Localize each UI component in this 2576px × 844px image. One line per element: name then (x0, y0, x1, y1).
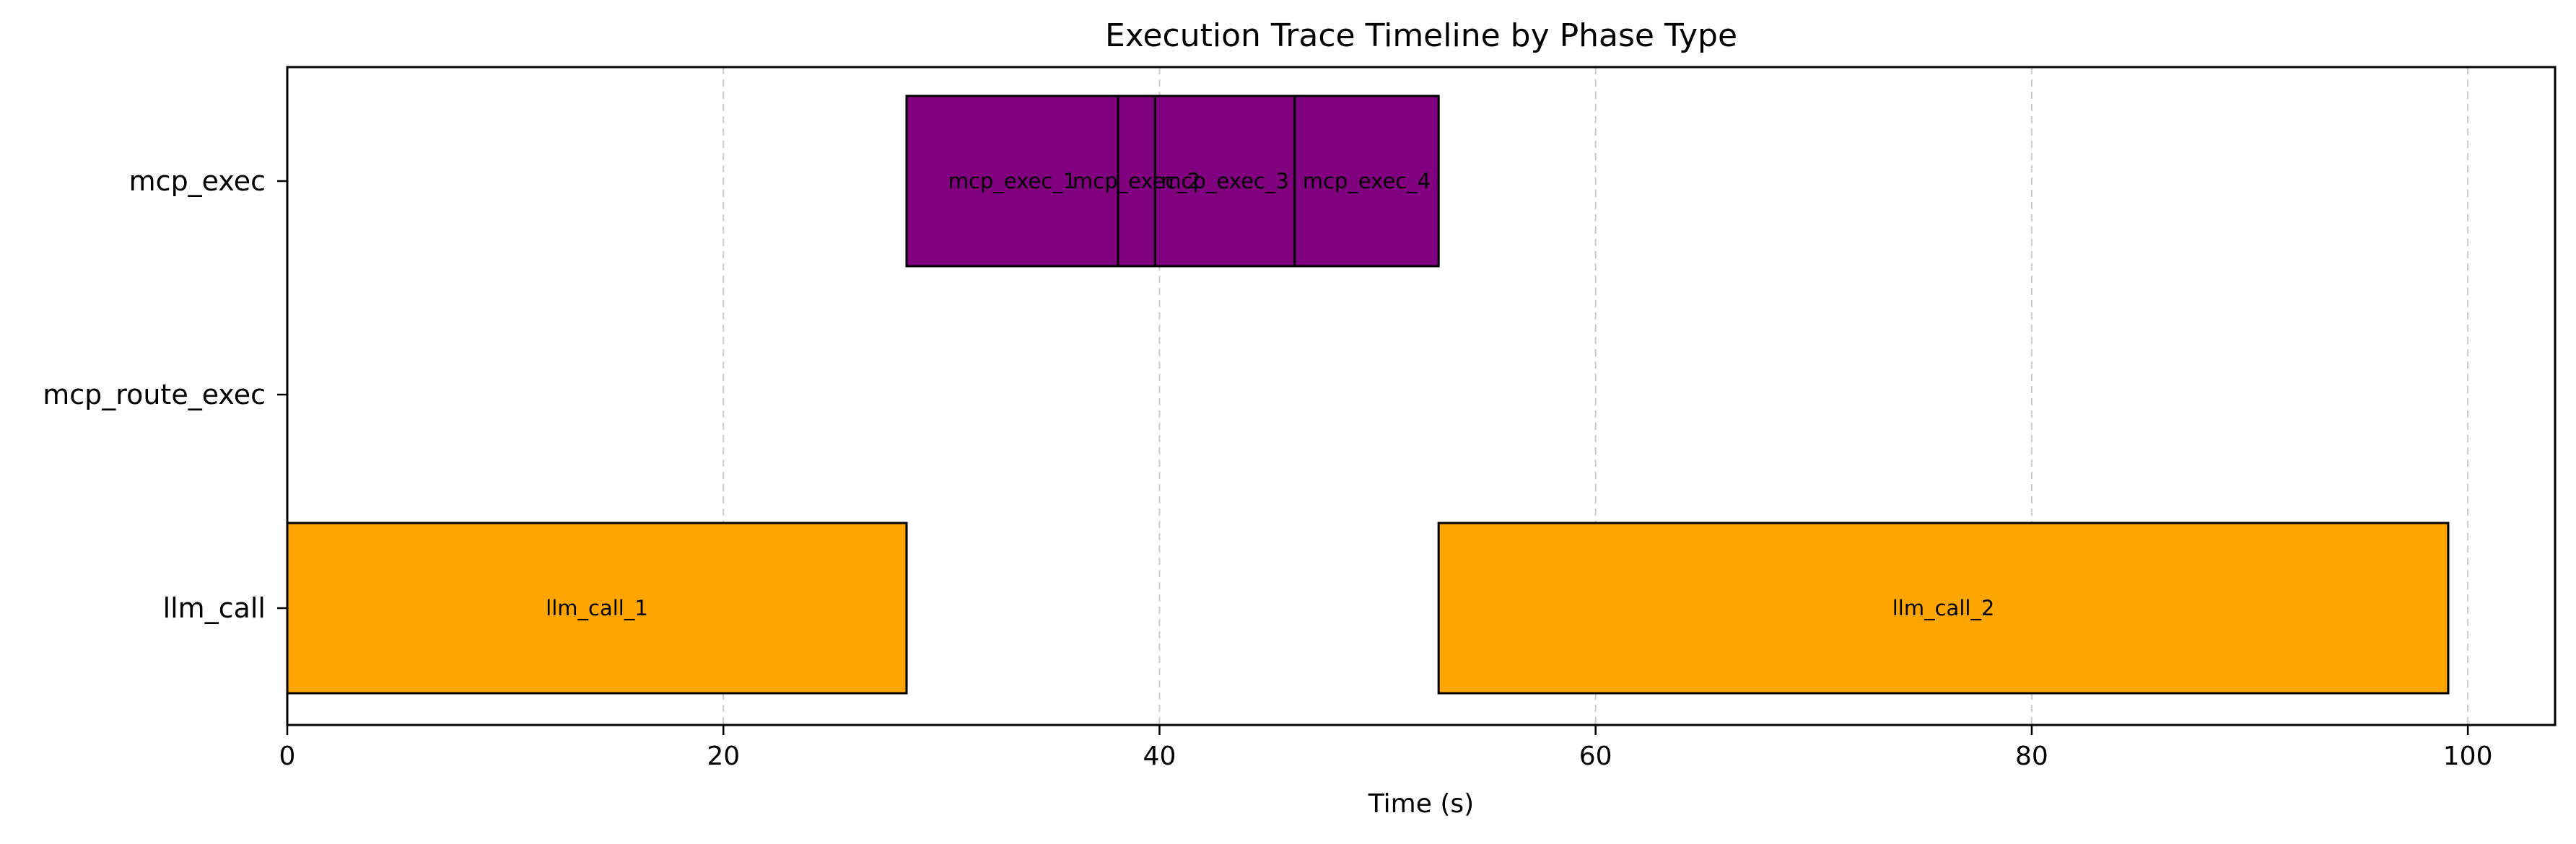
bar-layer: llm_call_1 mcp_exec_1mcp_exec_2mcp_exec_3… (286, 94, 2450, 695)
x-tick-label: 60 (1579, 742, 1612, 771)
task-bar-label: mcp_exec_3 (1161, 169, 1288, 193)
y-tick-label: mcp_route_exec (43, 379, 266, 410)
task-bar (1117, 94, 1156, 268)
y-tick-label: llm_call (163, 592, 266, 624)
task-bar-label: mcp_exec_2 (1073, 169, 1200, 193)
task-bar-label: llm_call_2 (1892, 596, 1995, 620)
x-tick-label: 20 (707, 742, 740, 771)
task-bar (1153, 94, 1296, 268)
x-tick-label: 40 (1143, 742, 1176, 771)
chart-title: Execution Trace Timeline by Phase Type (1105, 17, 1737, 54)
task-bar-label: mcp_exec_4 (1303, 169, 1431, 193)
x-tick-label: 0 (279, 742, 296, 771)
axes-layer: 0 20 40 60 80 100 llm_call mcp_route_exec mcp_ex… (43, 66, 2557, 771)
task-bar (1437, 522, 2450, 695)
x-tick-label: 100 (2443, 742, 2493, 771)
task-bar (905, 94, 1119, 268)
y-tick-label: mcp_exec (129, 165, 266, 197)
task-bar-label: llm_call_1 (546, 596, 648, 620)
task-bar (286, 522, 908, 695)
x-tick-label: 80 (2015, 742, 2048, 771)
task-bar-label: mcp_exec_1 (948, 169, 1076, 193)
x-axis-label: Time (s) (1368, 789, 1474, 819)
task-bar (1293, 94, 1440, 268)
plot-frame (286, 66, 2557, 726)
